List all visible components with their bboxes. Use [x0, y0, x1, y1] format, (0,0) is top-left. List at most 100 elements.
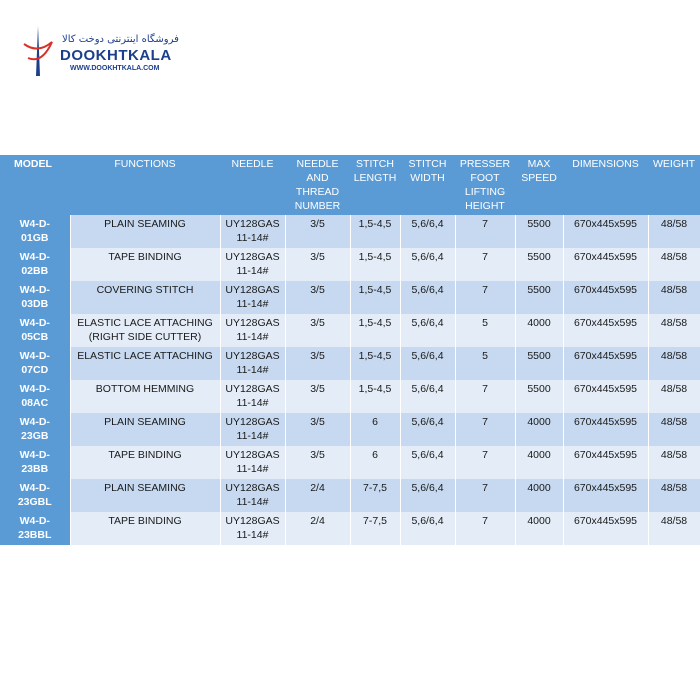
- model-text: W4-D-23BB: [19, 449, 50, 475]
- cell: 670x445x595: [563, 314, 649, 347]
- column-header: MODEL: [0, 155, 70, 215]
- cell: UY128GAS 11-14#: [220, 446, 286, 479]
- cell: 6: [350, 446, 401, 479]
- table-row: W4-D-23GBL PLAIN SEAMING UY128GAS 11-14# 2/…: [0, 479, 700, 512]
- model-cell: W4-D-23BB: [0, 446, 71, 479]
- cell: 7: [455, 413, 516, 446]
- table-row: W4-D-01GB PLAIN SEAMING UY128GAS 11-14# 3/5…: [0, 215, 700, 248]
- cell: 5500: [515, 215, 564, 248]
- cell: BOTTOM HEMMING: [70, 380, 221, 413]
- table-row: W4-D-23BBL TAPE BINDING UY128GAS 11-14# 2/4…: [0, 512, 700, 545]
- cell: 48/58: [648, 479, 700, 512]
- needle-icon: [23, 26, 53, 76]
- cell: UY128GAS 11-14#: [220, 512, 286, 545]
- cell: UY128GAS 11-14#: [220, 479, 286, 512]
- cell: 5,6/6,4: [400, 314, 456, 347]
- spec-table: MODEL FUNCTIONS NEEDLE NEEDLE AND THREAD NU…: [0, 155, 700, 545]
- cell: 670x445x595: [563, 413, 649, 446]
- cell: 5500: [515, 281, 564, 314]
- persian-title: فروشگاه اینترنتی دوخت کالا: [62, 34, 179, 45]
- column-header: MAX SPEED: [515, 155, 563, 215]
- model-cell: W4-D-05CB: [0, 314, 71, 347]
- model-cell: W4-D-08AC: [0, 380, 71, 413]
- cell: TAPE BINDING: [70, 248, 221, 281]
- header-row: MODEL FUNCTIONS NEEDLE NEEDLE AND THREAD NU…: [0, 155, 700, 215]
- cell: UY128GAS 11-14#: [220, 413, 286, 446]
- url: WWW.DOOKHTKALA.COM: [70, 65, 160, 72]
- column-header: NEEDLE AND THREAD NUMBER: [285, 155, 350, 215]
- cell: 3/5: [285, 314, 351, 347]
- table-row: W4-D-03DB COVERING STITCH UY128GAS 11-14# 3…: [0, 281, 700, 314]
- model-cell: W4-D-23GB: [0, 413, 71, 446]
- column-header: WEIGHT: [648, 155, 700, 215]
- model-text: W4-D-07CD: [19, 350, 50, 376]
- cell: 3/5: [285, 347, 351, 380]
- column-header: DIMENSIONS: [563, 155, 648, 215]
- cell: 1,5-4,5: [350, 215, 401, 248]
- cell: 7: [455, 479, 516, 512]
- model-text: W4-D-23BBL: [18, 515, 52, 541]
- cell: 7-7,5: [350, 512, 401, 545]
- cell: 3/5: [285, 380, 351, 413]
- column-header: STITCH WIDTH: [400, 155, 455, 215]
- cell: 7: [455, 248, 516, 281]
- cell: 48/58: [648, 215, 700, 248]
- column-header: FUNCTIONS: [70, 155, 220, 215]
- cell: 670x445x595: [563, 347, 649, 380]
- cell: 7: [455, 512, 516, 545]
- cell: 5,6/6,4: [400, 413, 456, 446]
- cell: 7: [455, 215, 516, 248]
- cell: UY128GAS 11-14#: [220, 314, 286, 347]
- cell: TAPE BINDING: [70, 512, 221, 545]
- cell: 48/58: [648, 281, 700, 314]
- cell: 48/58: [648, 512, 700, 545]
- cell: PLAIN SEAMING: [70, 215, 221, 248]
- cell: 4000: [515, 446, 564, 479]
- cell: 670x445x595: [563, 380, 649, 413]
- cell: 4000: [515, 413, 564, 446]
- cell: UY128GAS 11-14#: [220, 248, 286, 281]
- cell: 4000: [515, 314, 564, 347]
- cell: 3/5: [285, 413, 351, 446]
- cell: 670x445x595: [563, 446, 649, 479]
- cell: 5,6/6,4: [400, 512, 456, 545]
- table-row: W4-D-23BB TAPE BINDING UY128GAS 11-14# 3/5 6…: [0, 446, 700, 479]
- cell: 5,6/6,4: [400, 248, 456, 281]
- cell: 1,5-4,5: [350, 248, 401, 281]
- cell: COVERING STITCH: [70, 281, 221, 314]
- cell: 7: [455, 281, 516, 314]
- cell: PLAIN SEAMING: [70, 413, 221, 446]
- cell: 5,6/6,4: [400, 380, 456, 413]
- cell: UY128GAS 11-14#: [220, 380, 286, 413]
- cell: 3/5: [285, 446, 351, 479]
- cell: 6: [350, 413, 401, 446]
- cell: UY128GAS 11-14#: [220, 281, 286, 314]
- cell: 5,6/6,4: [400, 446, 456, 479]
- cell: 48/58: [648, 347, 700, 380]
- cell: 7: [455, 446, 516, 479]
- model-text: W4-D-01GB: [19, 218, 50, 244]
- table-row: W4-D-07CD ELASTIC LACE ATTACHING UY128GAS …: [0, 347, 700, 380]
- cell: 670x445x595: [563, 248, 649, 281]
- cell: 7-7,5: [350, 479, 401, 512]
- cell: 3/5: [285, 215, 351, 248]
- cell: ELASTIC LACE ATTACHING (RIGHT SIDE CUTTE…: [70, 314, 221, 347]
- cell: 5,6/6,4: [400, 479, 456, 512]
- cell: 5500: [515, 380, 564, 413]
- cell: 48/58: [648, 380, 700, 413]
- model-text: W4-D-23GBL: [17, 482, 52, 508]
- cell: 5: [455, 347, 516, 380]
- model-text: W4-D-02BB: [19, 251, 50, 277]
- model-cell: W4-D-23GBL: [0, 479, 71, 512]
- cell: 5500: [515, 248, 564, 281]
- table-body: W4-D-01GB PLAIN SEAMING UY128GAS 11-14# 3/5…: [0, 215, 700, 545]
- logo: فروشگاه اینترنتی دوخت کالا DOOKHTKALA WW…: [18, 24, 179, 80]
- model-text: W4-D-08AC: [19, 383, 50, 409]
- cell: 7: [455, 380, 516, 413]
- cell: 48/58: [648, 413, 700, 446]
- cell: TAPE BINDING: [70, 446, 221, 479]
- cell: 5,6/6,4: [400, 347, 456, 380]
- cell: 5,6/6,4: [400, 281, 456, 314]
- model-cell: W4-D-03DB: [0, 281, 71, 314]
